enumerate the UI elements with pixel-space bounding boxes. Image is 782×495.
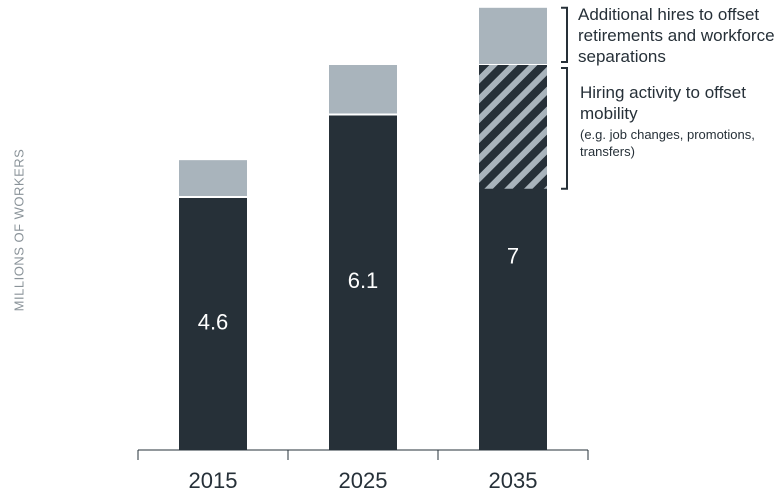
bar-segment	[329, 114, 397, 450]
annotation: Additional hires to offset retirements a…	[578, 5, 775, 66]
bar-segment	[179, 160, 247, 197]
x-tick-label: 2015	[189, 468, 238, 493]
annotation-title: Hiring activity to offset mobility	[580, 83, 746, 123]
value-label: 7	[507, 243, 519, 268]
bar-segment	[179, 197, 247, 450]
bar-segment	[479, 7, 547, 66]
annotation-note: (e.g. job changes, promotions, transfers…	[580, 127, 755, 159]
value-label: 4.6	[198, 309, 229, 334]
y-axis-label: MILLIONS OF WORKERS	[11, 149, 26, 312]
bar-segment	[479, 65, 547, 189]
bar-segment	[329, 65, 397, 115]
x-tick-label: 2025	[339, 468, 388, 493]
value-label: 6.1	[348, 268, 379, 293]
x-tick-label: 2035	[489, 468, 538, 493]
bracket	[561, 67, 568, 190]
annotation: Hiring activity to offset mobility (e.g. …	[580, 82, 760, 160]
bracket	[561, 6, 568, 63]
